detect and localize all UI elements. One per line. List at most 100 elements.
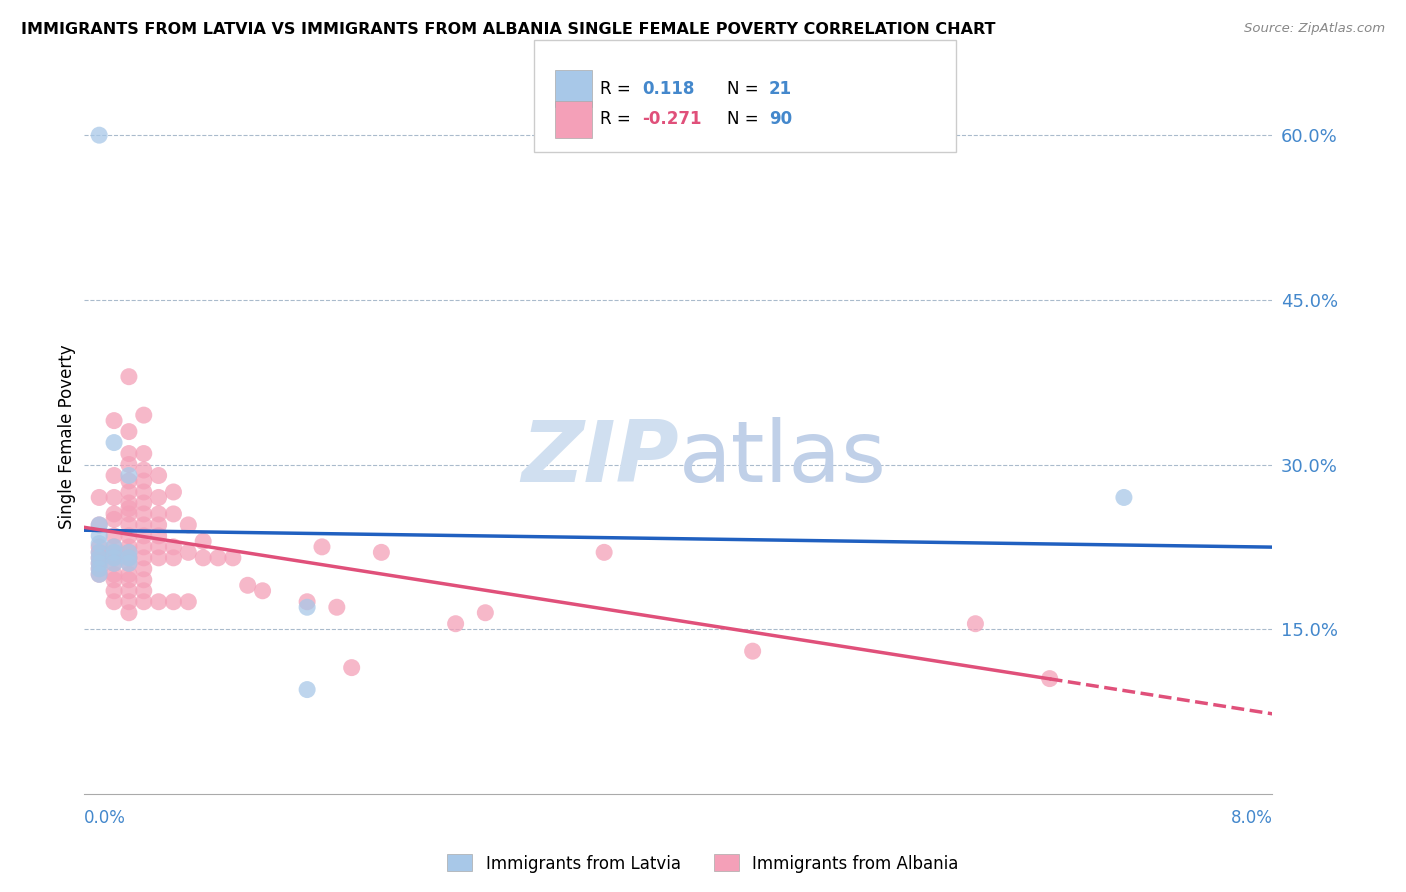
- Point: [132, 517, 155, 532]
- Point: [295, 682, 318, 697]
- Point: [295, 600, 318, 615]
- Text: atlas: atlas: [679, 417, 886, 500]
- Point: [593, 545, 616, 559]
- Point: [89, 562, 111, 576]
- Point: [132, 540, 155, 554]
- Point: [118, 583, 141, 598]
- Point: [965, 616, 987, 631]
- Legend: Immigrants from Latvia, Immigrants from Albania: Immigrants from Latvia, Immigrants from …: [440, 847, 966, 880]
- Point: [162, 595, 184, 609]
- Point: [118, 529, 141, 543]
- Text: Source: ZipAtlas.com: Source: ZipAtlas.com: [1244, 22, 1385, 36]
- Point: [148, 468, 170, 483]
- Point: [148, 507, 170, 521]
- Point: [103, 573, 125, 587]
- Point: [103, 540, 125, 554]
- Point: [132, 595, 155, 609]
- Point: [474, 606, 496, 620]
- Point: [89, 562, 111, 576]
- Point: [118, 595, 141, 609]
- Point: [89, 517, 111, 532]
- Point: [89, 540, 111, 554]
- Text: N =: N =: [727, 111, 758, 128]
- Point: [118, 557, 141, 571]
- Point: [89, 545, 111, 559]
- Text: 0.0%: 0.0%: [84, 809, 127, 827]
- Point: [132, 529, 155, 543]
- Point: [103, 545, 125, 559]
- Point: [118, 573, 141, 587]
- Text: ZIP: ZIP: [520, 417, 679, 500]
- Point: [132, 485, 155, 500]
- Point: [370, 545, 392, 559]
- Point: [132, 474, 155, 488]
- Point: [177, 545, 200, 559]
- Point: [132, 550, 155, 565]
- Point: [132, 507, 155, 521]
- Point: [132, 562, 155, 576]
- Point: [118, 606, 141, 620]
- Point: [132, 446, 155, 460]
- Text: R =: R =: [600, 79, 631, 98]
- Point: [103, 583, 125, 598]
- Point: [103, 567, 125, 582]
- Point: [118, 507, 141, 521]
- Point: [118, 540, 141, 554]
- Point: [118, 468, 141, 483]
- Point: [103, 557, 125, 571]
- Point: [191, 550, 215, 565]
- Point: [148, 491, 170, 505]
- Point: [132, 583, 155, 598]
- Text: 0.118: 0.118: [643, 79, 695, 98]
- Point: [177, 595, 200, 609]
- Point: [252, 583, 274, 598]
- Point: [89, 517, 111, 532]
- Point: [118, 550, 141, 565]
- Point: [326, 600, 349, 615]
- Point: [89, 550, 111, 565]
- Point: [103, 550, 125, 565]
- Point: [162, 507, 184, 521]
- Point: [132, 463, 155, 477]
- Point: [148, 540, 170, 554]
- Text: 21: 21: [769, 79, 792, 98]
- Point: [132, 408, 155, 422]
- Point: [103, 545, 125, 559]
- Point: [118, 545, 141, 559]
- Text: N =: N =: [727, 79, 758, 98]
- Point: [118, 485, 141, 500]
- Y-axis label: Single Female Poverty: Single Female Poverty: [58, 345, 76, 529]
- Point: [148, 529, 170, 543]
- Text: 90: 90: [769, 111, 792, 128]
- Text: R =: R =: [600, 111, 631, 128]
- Point: [118, 550, 141, 565]
- Text: IMMIGRANTS FROM LATVIA VS IMMIGRANTS FROM ALBANIA SINGLE FEMALE POVERTY CORRELAT: IMMIGRANTS FROM LATVIA VS IMMIGRANTS FRO…: [21, 22, 995, 37]
- Point: [132, 573, 155, 587]
- Point: [118, 474, 141, 488]
- Point: [89, 545, 111, 559]
- Point: [103, 512, 125, 526]
- Point: [118, 567, 141, 582]
- Point: [177, 517, 200, 532]
- Text: 8.0%: 8.0%: [1230, 809, 1272, 827]
- Point: [118, 425, 141, 439]
- Point: [311, 540, 333, 554]
- Point: [89, 557, 111, 571]
- Point: [444, 616, 467, 631]
- Point: [89, 550, 111, 565]
- Point: [89, 128, 111, 143]
- Point: [118, 501, 141, 516]
- Point: [118, 557, 141, 571]
- Point: [103, 595, 125, 609]
- Point: [236, 578, 259, 592]
- Point: [103, 540, 125, 554]
- Point: [103, 491, 125, 505]
- Point: [103, 414, 125, 428]
- Text: -0.271: -0.271: [643, 111, 702, 128]
- Point: [162, 540, 184, 554]
- Point: [148, 517, 170, 532]
- Point: [1039, 672, 1062, 686]
- Point: [118, 517, 141, 532]
- Point: [162, 550, 184, 565]
- Point: [295, 595, 318, 609]
